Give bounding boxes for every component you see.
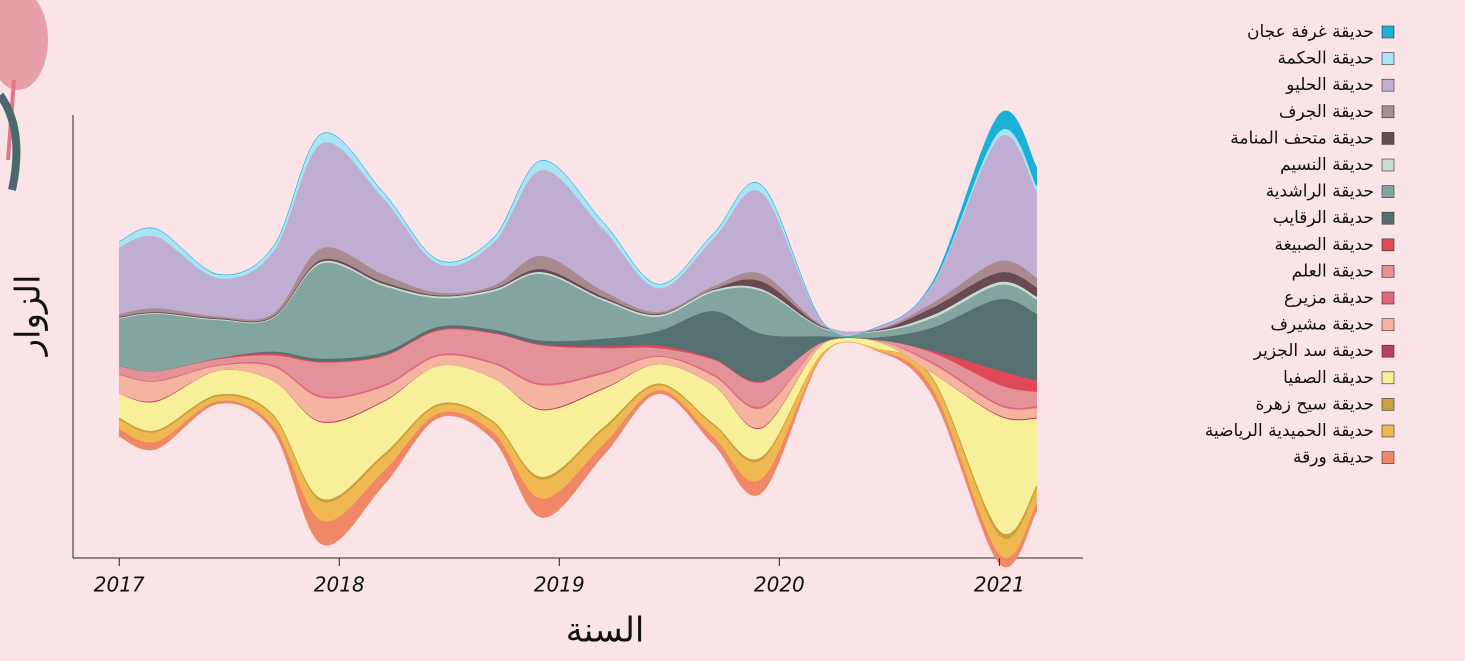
x-tick-label: 2019	[534, 573, 585, 597]
legend-label: حديقة الصفيا	[1283, 368, 1374, 388]
legend-label: حديقة سيح زهرة	[1256, 394, 1375, 414]
legend-swatch	[1382, 159, 1394, 171]
legend-label: حديقة الحميدية الرياضية	[1205, 421, 1374, 441]
legend-label: حديقة سد الجزير	[1253, 341, 1374, 361]
legend-label: حديقة ورقة	[1293, 448, 1374, 468]
legend-swatch	[1382, 79, 1394, 91]
legend-swatch	[1382, 292, 1394, 304]
legend-label: حديقة الصبيغة	[1274, 235, 1374, 255]
legend-label: حديقة الحليو	[1285, 75, 1374, 95]
legend-swatch	[1382, 212, 1394, 224]
legend-swatch	[1382, 265, 1394, 277]
legend-swatch	[1382, 186, 1394, 198]
x-tick-label: 2020	[754, 573, 805, 597]
legend-label: حديقة متحف المنامة	[1230, 128, 1374, 148]
legend-label: حديقة الحكمة	[1278, 49, 1375, 69]
decoration	[0, 0, 48, 190]
chart: السنة الزوار 2017 2018 2019 2020 2021 حديقة غ…	[0, 0, 1465, 661]
x-tick-label: 2021	[974, 573, 1025, 597]
legend-swatch	[1382, 345, 1394, 357]
legend-swatch	[1382, 239, 1394, 251]
x-tick-label: 2017	[94, 573, 145, 597]
legend-label: حديقة الجرف	[1279, 102, 1374, 122]
legend-swatch	[1382, 26, 1394, 38]
legend-swatch	[1382, 425, 1394, 437]
legend-label: حديقة مشيرف	[1270, 315, 1374, 335]
legend-label: حديقة الراشدية	[1266, 182, 1374, 202]
legend-label: حديقة النسيم	[1280, 155, 1374, 175]
legend-label: حديقة العلم	[1292, 261, 1374, 281]
legend-swatch	[1382, 319, 1394, 331]
x-tick-label: 2018	[314, 573, 365, 597]
legend-label: حديقة غرفة عجان	[1247, 22, 1374, 42]
legend-swatch	[1382, 452, 1394, 464]
legend-label: حديقة مزيرع	[1284, 288, 1374, 308]
legend-swatch	[1382, 132, 1394, 144]
y-axis-label: الزوار	[9, 275, 49, 358]
legend-label: حديقة الرقايب	[1273, 208, 1374, 228]
legend-swatch	[1382, 106, 1394, 118]
legend-swatch	[1382, 53, 1394, 65]
x-axis-label: السنة	[566, 611, 645, 651]
legend-swatch	[1382, 398, 1394, 410]
legend-swatch	[1382, 372, 1394, 384]
